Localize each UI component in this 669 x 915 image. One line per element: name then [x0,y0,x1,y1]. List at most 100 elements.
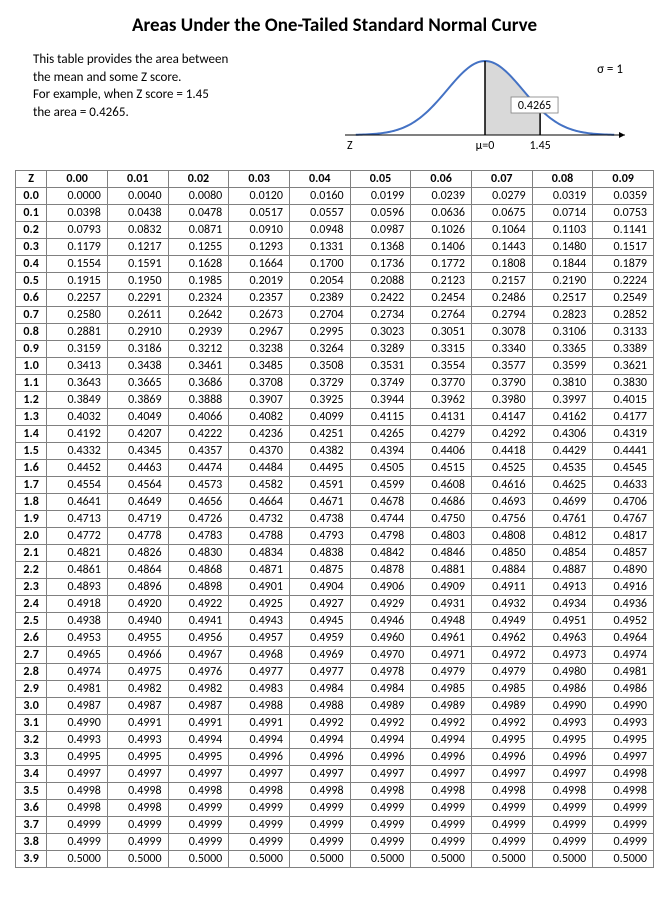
table-cell: 0.4999 [350,834,411,851]
table-cell: 0.1293 [229,239,290,256]
row-header: 0.3 [16,239,47,256]
table-cell: 0.4319 [593,426,654,443]
table-cell: 0.4641 [47,494,108,511]
table-row: 0.70.25800.26110.26420.26730.27040.27340… [16,307,654,324]
mu-label: μ=0 [475,139,494,153]
table-cell: 0.4993 [532,715,593,732]
col-header: 0.01 [107,171,168,188]
table-cell: 0.4998 [532,783,593,800]
table-cell: 0.4997 [289,766,350,783]
table-cell: 0.4821 [47,545,108,562]
col-header: 0.06 [411,171,472,188]
table-cell: 0.4995 [593,732,654,749]
table-cell: 0.5000 [532,851,593,868]
table-cell: 0.4032 [47,409,108,426]
table-cell: 0.4082 [229,409,290,426]
table-cell: 0.1255 [168,239,229,256]
table-cell: 0.4975 [107,664,168,681]
table-cell: 0.2549 [593,290,654,307]
table-cell: 0.4761 [532,511,593,528]
table-cell: 0.2642 [168,307,229,324]
table-cell: 0.4977 [229,664,290,681]
table-cell: 0.3023 [350,324,411,341]
table-cell: 0.4997 [47,766,108,783]
table-row: 0.50.19150.19500.19850.20190.20540.20880… [16,273,654,290]
table-cell: 0.5000 [411,851,472,868]
table-cell: 0.5000 [168,851,229,868]
table-cell: 0.3810 [532,375,593,392]
table-cell: 0.4988 [229,698,290,715]
table-cell: 0.4857 [593,545,654,562]
table-cell: 0.4966 [107,647,168,664]
table-cell: 0.4998 [471,783,532,800]
table-cell: 0.4996 [471,749,532,766]
table-cell: 0.2764 [411,307,472,324]
table-cell: 0.4999 [471,817,532,834]
table-cell: 0.4925 [229,596,290,613]
table-cell: 0.4918 [47,596,108,613]
table-cell: 0.4992 [350,715,411,732]
table-cell: 0.1808 [471,256,532,273]
table-cell: 0.4884 [471,562,532,579]
table-cell: 0.4986 [593,681,654,698]
table-cell: 0.2389 [289,290,350,307]
table-cell: 0.4948 [411,613,472,630]
table-cell: 0.4868 [168,562,229,579]
table-cell: 0.4998 [229,783,290,800]
table-cell: 0.4992 [411,715,472,732]
table-cell: 0.4788 [229,528,290,545]
table-cell: 0.0557 [289,205,350,222]
table-row: 2.10.48210.48260.48300.48340.48380.48420… [16,545,654,562]
table-cell: 0.4357 [168,443,229,460]
table-cell: 0.4999 [593,834,654,851]
table-cell: 0.4564 [107,477,168,494]
table-cell: 0.4999 [229,800,290,817]
table-cell: 0.3925 [289,392,350,409]
table-cell: 0.4920 [107,596,168,613]
table-cell: 0.3849 [47,392,108,409]
table-cell: 0.1064 [471,222,532,239]
table-cell: 0.4441 [593,443,654,460]
table-cell: 0.0120 [229,188,290,205]
table-cell: 0.4971 [411,647,472,664]
table-cell: 0.4686 [411,494,472,511]
table-cell: 0.3413 [47,358,108,375]
table-cell: 0.2823 [532,307,593,324]
table-cell: 0.4969 [289,647,350,664]
col-header: 0.07 [471,171,532,188]
table-row: 1.10.36430.36650.36860.37080.37290.37490… [16,375,654,392]
table-cell: 0.4990 [47,715,108,732]
table-cell: 0.2967 [229,324,290,341]
table-cell: 0.4999 [107,817,168,834]
table-cell: 0.3621 [593,358,654,375]
table-cell: 0.4554 [47,477,108,494]
table-cell: 0.4959 [289,630,350,647]
table-cell: 0.4887 [532,562,593,579]
axis-arrow-icon [619,132,625,138]
row-header: 0.6 [16,290,47,307]
table-row: 0.90.31590.31860.32120.32380.32640.32890… [16,341,654,358]
table-cell: 0.3997 [532,392,593,409]
table-cell: 0.4756 [471,511,532,528]
table-cell: 0.4982 [168,681,229,698]
table-cell: 0.4982 [107,681,168,698]
row-header: 0.1 [16,205,47,222]
table-cell: 0.0160 [289,188,350,205]
table-row: 0.60.22570.22910.23240.23570.23890.24220… [16,290,654,307]
table-cell: 0.4990 [593,698,654,715]
row-header: 3.2 [16,732,47,749]
col-header: 0.05 [350,171,411,188]
table-cell: 0.4980 [532,664,593,681]
table-cell: 0.4608 [411,477,472,494]
table-cell: 0.3962 [411,392,472,409]
table-cell: 0.4699 [532,494,593,511]
table-cell: 0.4525 [471,460,532,477]
table-cell: 0.4974 [593,647,654,664]
table-cell: 0.3212 [168,341,229,358]
row-header: 2.9 [16,681,47,698]
table-cell: 0.4988 [289,698,350,715]
table-cell: 0.4394 [350,443,411,460]
table-cell: 0.4382 [289,443,350,460]
row-header: 2.0 [16,528,47,545]
row-header: 0.0 [16,188,47,205]
